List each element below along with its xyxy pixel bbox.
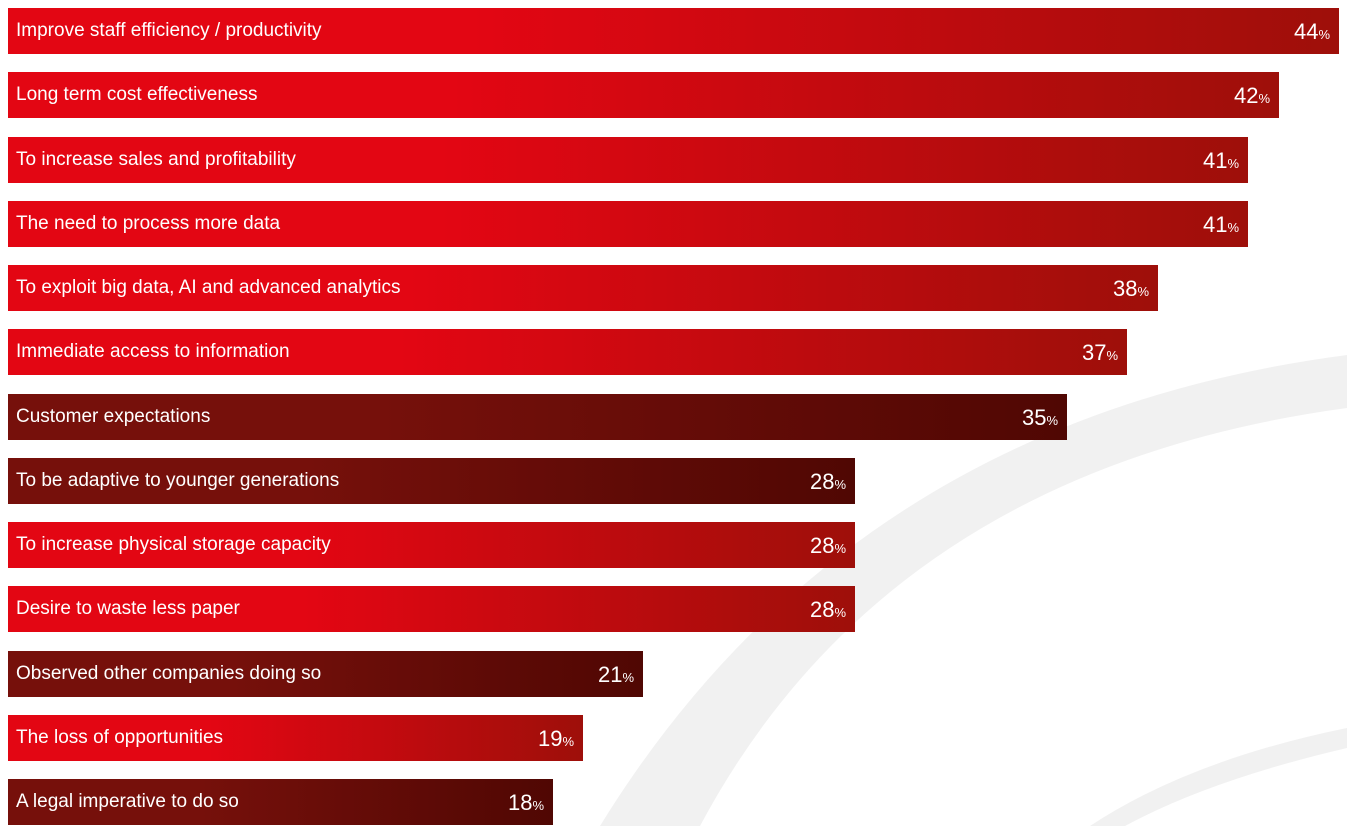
bar-value-unit: % — [1318, 27, 1330, 42]
bar-label: Observed other companies doing so — [16, 663, 322, 684]
bar-value-label: 41% — [1203, 201, 1239, 247]
bar-value-number: 37 — [1081, 340, 1107, 365]
bar: To exploit big data, AI and advanced ana… — [8, 265, 1158, 311]
bar-label: Immediate access to information — [16, 341, 290, 362]
bar-value-label: 21% — [598, 651, 634, 697]
bar: The need to process more data 41% — [8, 201, 1248, 247]
bar-value-unit: % — [834, 477, 846, 492]
background-arc-inner — [1090, 728, 1347, 826]
bar-value-unit: % — [1046, 413, 1058, 428]
bar: To increase physical storage capacity 28% — [8, 522, 855, 568]
bar-value-label: 28% — [810, 458, 846, 504]
bar-label: Desire to waste less paper — [16, 598, 240, 619]
bar: To increase sales and profitability 41% — [8, 137, 1248, 183]
bar-label: To increase physical storage capacity — [16, 534, 331, 555]
bar-value-label: 18% — [508, 779, 544, 825]
bar-value-unit: % — [622, 670, 634, 685]
bar-value-number: 28 — [809, 533, 835, 558]
bar-value-label: 28% — [810, 586, 846, 632]
bar-value-label: 28% — [810, 522, 846, 568]
bar-value-unit: % — [1227, 156, 1239, 171]
bar-value-label: 42% — [1234, 72, 1270, 118]
bar-label: Improve staff efficiency / productivity — [16, 20, 322, 41]
bar-label: To exploit big data, AI and advanced ana… — [16, 277, 401, 298]
bar-value-number: 21 — [597, 662, 623, 687]
bar-value-unit: % — [1137, 284, 1149, 299]
bar: Customer expectations 35% — [8, 394, 1067, 440]
bar-value-number: 35 — [1021, 405, 1047, 430]
bar-value-unit: % — [834, 605, 846, 620]
bar-label: The loss of opportunities — [16, 727, 224, 748]
bar-value-number: 28 — [809, 469, 835, 494]
bar-value-unit: % — [1106, 348, 1118, 363]
bar-value-number: 18 — [507, 790, 533, 815]
bar: The loss of opportunities 19% — [8, 715, 583, 761]
bar-value-number: 44 — [1293, 19, 1319, 44]
bar-label: The need to process more data — [16, 213, 281, 234]
bar: Long term cost effectiveness 42% — [8, 72, 1279, 118]
bar-label: Customer expectations — [16, 406, 211, 427]
bar-value-number: 19 — [537, 726, 563, 751]
bar-label: To increase sales and profitability — [16, 149, 296, 170]
bar-value-number: 41 — [1202, 212, 1228, 237]
bar: Immediate access to information 37% — [8, 329, 1127, 375]
bar-value-unit: % — [834, 541, 846, 556]
bar-value-unit: % — [562, 734, 574, 749]
bar-value-number: 38 — [1112, 276, 1138, 301]
bar-value-label: 35% — [1022, 394, 1058, 440]
bar: Observed other companies doing so 21% — [8, 651, 643, 697]
bar-value-number: 41 — [1202, 148, 1228, 173]
bar-value-label: 37% — [1082, 329, 1118, 375]
bar-value-unit: % — [1227, 220, 1239, 235]
bar-value-label: 19% — [538, 715, 574, 761]
bar-value-label: 38% — [1113, 265, 1149, 311]
background-arc-outer — [600, 355, 1347, 826]
bar: To be adaptive to younger generations 28% — [8, 458, 855, 504]
bar: A legal imperative to do so 18% — [8, 779, 553, 825]
bar-label: Long term cost effectiveness — [16, 84, 258, 105]
bar-value-label: 41% — [1203, 137, 1239, 183]
bar-value-number: 42 — [1233, 83, 1259, 108]
bar-value-label: 44% — [1294, 8, 1330, 54]
bar-label: To be adaptive to younger generations — [16, 470, 340, 491]
bar: Desire to waste less paper 28% — [8, 586, 855, 632]
bar-label: A legal imperative to do so — [16, 791, 239, 812]
bar: Improve staff efficiency / productivity 4… — [8, 8, 1339, 54]
bar-value-unit: % — [1258, 91, 1270, 106]
bar-value-unit: % — [532, 798, 544, 813]
bar-value-number: 28 — [809, 597, 835, 622]
